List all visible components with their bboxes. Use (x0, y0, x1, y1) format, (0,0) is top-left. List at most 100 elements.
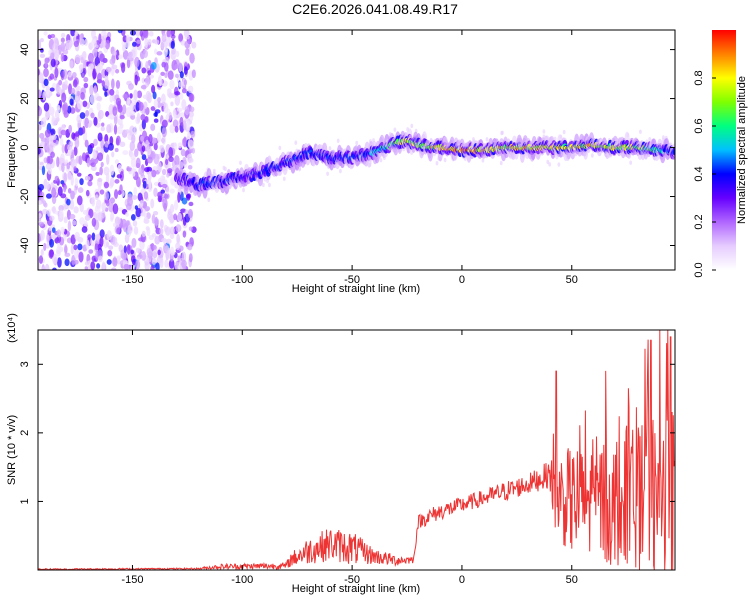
noise-speckle (106, 154, 110, 165)
noise-speckle (186, 193, 191, 201)
noise-speckle (100, 139, 105, 150)
noise-speckle (145, 226, 150, 231)
noise-speckle (53, 37, 59, 44)
y-tick-label: 3 (19, 361, 31, 367)
ridge-core (672, 149, 675, 155)
noise-speckle (84, 266, 89, 270)
noise-speckle (84, 38, 88, 46)
noise-speckle (100, 126, 105, 132)
noise-speckle (49, 238, 55, 248)
noise-speckle (154, 235, 161, 245)
noise-speckle (435, 160, 439, 166)
noise-speckle (70, 244, 75, 255)
noise-speckle (355, 140, 359, 146)
noise-speckle (135, 101, 140, 112)
noise-speckle (98, 255, 103, 263)
noise-speckle (49, 215, 55, 221)
noise-speckle (83, 76, 89, 83)
noise-speckle (164, 259, 169, 268)
noise-speckle (126, 58, 131, 69)
x-tick-label: 0 (459, 574, 465, 586)
noise-speckle (153, 118, 159, 123)
noise-speckle (181, 88, 187, 94)
noise-speckle (91, 217, 97, 227)
noise-speckle (79, 178, 84, 186)
noise-speckle (184, 106, 190, 116)
noise-speckle (60, 37, 65, 43)
noise-speckle (562, 129, 566, 135)
noise-speckle (150, 123, 156, 132)
noise-speckle (69, 199, 75, 210)
noise-speckle (639, 129, 642, 134)
noise-speckle (77, 187, 84, 193)
noise-speckle (167, 168, 173, 174)
noise-speckle (61, 92, 67, 103)
noise-speckle (41, 165, 46, 176)
noise-speckle (39, 37, 44, 43)
noise-speckle (164, 62, 169, 72)
noise-speckle (174, 125, 179, 133)
noise-speckle (152, 244, 157, 250)
snr-series-line (38, 330, 675, 570)
noise-speckle (224, 166, 227, 172)
noise-speckle (648, 137, 652, 142)
noise-speckle (97, 109, 104, 120)
noise-speckle (88, 52, 94, 63)
noise-speckle (94, 234, 101, 241)
noise-speckle (129, 125, 135, 136)
noise-speckle (168, 258, 175, 269)
noise-speckle (111, 151, 115, 158)
noise-speckle (50, 52, 55, 60)
noise-speckle (109, 94, 114, 103)
noise-speckle (153, 112, 158, 117)
noise-speckle (121, 62, 126, 74)
noise-speckle (64, 244, 68, 255)
noise-speckle (79, 33, 83, 45)
noise-speckle (112, 50, 117, 56)
noise-speckle (94, 194, 99, 201)
noise-speckle (85, 110, 90, 117)
noise-speckle (100, 40, 107, 48)
noise-speckle (51, 187, 57, 198)
noise-speckle (278, 145, 282, 151)
noise-speckle (90, 162, 96, 168)
noise-speckle (56, 229, 62, 238)
noise-speckle (50, 33, 56, 39)
noise-speckle (160, 178, 165, 186)
noise-speckle (163, 48, 168, 57)
x-tick-label: -100 (231, 274, 253, 286)
y-tick-label: -20 (19, 189, 31, 205)
noise-speckle (187, 85, 194, 94)
noise-speckle (68, 124, 73, 134)
noise-speckle (148, 31, 154, 37)
noise-speckle (119, 141, 126, 148)
noise-speckle (106, 241, 110, 248)
noise-speckle (49, 249, 54, 258)
noise-speckle (97, 211, 102, 222)
noise-speckle (108, 245, 114, 250)
noise-speckle (136, 90, 143, 99)
noise-speckle (178, 33, 184, 42)
noise-speckle (140, 212, 145, 217)
noise-speckle (116, 227, 121, 235)
noise-speckle (153, 142, 158, 151)
noise-speckle (188, 139, 194, 150)
noise-speckle (79, 217, 85, 225)
noise-speckle (122, 44, 127, 52)
noise-speckle (47, 155, 53, 165)
noise-speckle (183, 66, 188, 75)
noise-speckle (74, 31, 79, 37)
noise-speckle (38, 124, 42, 131)
noise-speckle (131, 41, 137, 47)
noise-speckle (82, 58, 87, 70)
noise-speckle (50, 151, 55, 158)
noise-speckle (75, 85, 81, 91)
noise-speckle (101, 122, 105, 127)
noise-speckle (44, 58, 48, 68)
noise-speckle (64, 258, 70, 267)
noise-speckle (139, 30, 144, 37)
noise-speckle (99, 166, 103, 176)
noise-speckle (191, 69, 196, 78)
noise-speckle (74, 95, 79, 101)
noise-speckle (481, 158, 485, 163)
